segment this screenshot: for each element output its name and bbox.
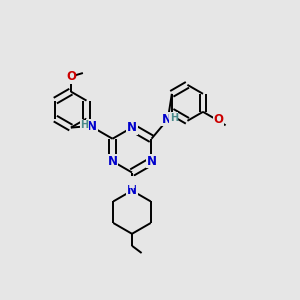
Text: H: H — [80, 120, 88, 130]
Text: N: N — [146, 155, 157, 168]
Text: O: O — [66, 70, 76, 83]
Text: H: H — [170, 113, 178, 123]
Text: N: N — [127, 184, 137, 197]
Text: N: N — [161, 113, 171, 126]
Text: O: O — [213, 113, 224, 126]
Text: N: N — [127, 121, 137, 134]
Text: N: N — [107, 155, 118, 168]
Text: N: N — [87, 119, 97, 133]
